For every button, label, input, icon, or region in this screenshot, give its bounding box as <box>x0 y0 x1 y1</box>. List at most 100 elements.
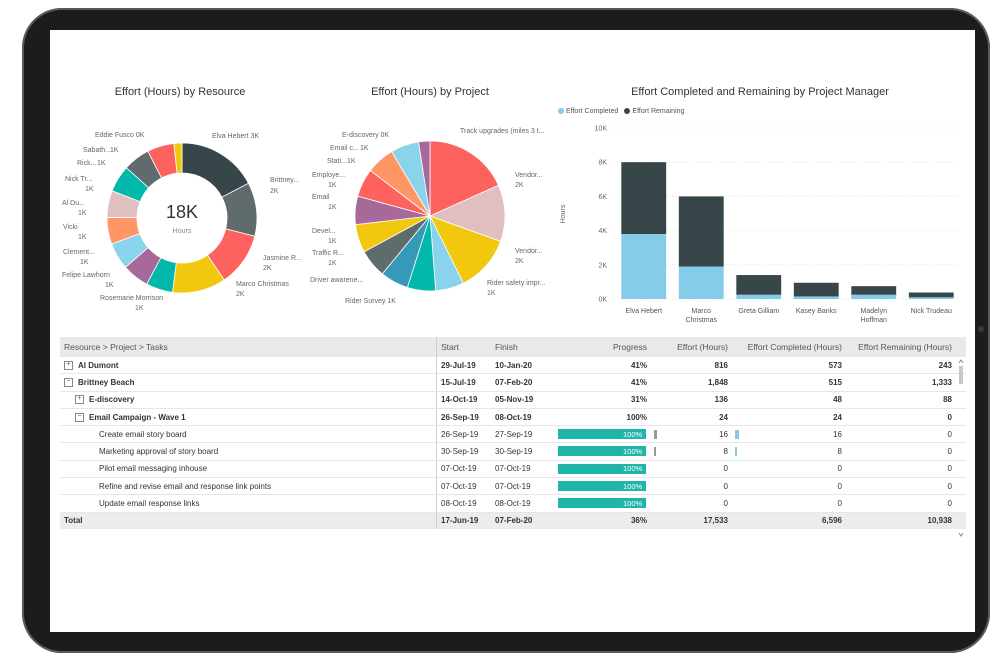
bar-segment[interactable] <box>908 297 954 299</box>
row-finish: 08-Oct-19 <box>495 499 531 509</box>
bar-segment[interactable] <box>678 266 724 299</box>
header-name[interactable]: Resource > Project > Tasks <box>64 342 168 352</box>
header-effort-remaining[interactable]: Effort Remaining (Hours) <box>858 342 952 352</box>
bar-segment[interactable] <box>621 162 667 235</box>
row-start: 14-Oct-19 <box>436 391 496 408</box>
table-row[interactable]: Update email response links 08-Oct-19 08-O… <box>60 495 966 513</box>
resource-donut-chart[interactable]: 18K Hours Eddie Fusco 0K Sabath... 1K Ri… <box>50 115 320 315</box>
table-row[interactable]: + Al Dumont 29-Jul-19 10-Jan-20 41% 816 573 243 <box>60 357 966 375</box>
row-name: + Al Dumont <box>64 357 434 373</box>
donut-label: Elva Hebert 3K <box>212 133 259 140</box>
row-start: 07-Oct-19 <box>436 478 496 495</box>
row-name-text: Refine and revise email and response lin… <box>99 481 272 491</box>
pie-slice[interactable] <box>418 140 431 217</box>
bar-segment[interactable] <box>851 286 897 295</box>
row-effort-remaining: 0 <box>947 447 952 457</box>
donut-label: 1K <box>78 234 87 241</box>
pie-slice[interactable] <box>429 140 499 217</box>
bar-segment[interactable] <box>736 275 782 295</box>
row-effort-completed: 0 <box>837 481 842 491</box>
row-finish: 05-Nov-19 <box>495 395 534 405</box>
row-finish: 27-Sep-19 <box>495 429 533 439</box>
expand-icon[interactable]: + <box>64 360 73 370</box>
expand-icon[interactable]: + <box>75 395 84 405</box>
donut-label: 2K <box>270 188 279 195</box>
table-row[interactable]: + E-discovery 14-Oct-19 05-Nov-19 31% 136 48 88 <box>60 391 966 409</box>
progress-bar <box>558 429 646 440</box>
row-effort-completed: 0 <box>837 499 842 509</box>
x-tick-label: Nick Trudeau <box>911 308 952 315</box>
bar-segment[interactable] <box>908 292 954 298</box>
row-start: 07-Oct-19 <box>436 460 496 478</box>
row-effort-completed: 24 <box>833 412 842 422</box>
row-effort-remaining: 0 <box>947 429 952 439</box>
header-start[interactable]: Start <box>436 337 496 357</box>
pie-label: 1K <box>360 145 369 152</box>
row-effort: 0 <box>723 481 728 491</box>
pie-label: Driver awarene... <box>310 277 363 284</box>
row-name-text: Update email response links <box>99 499 200 509</box>
project-pie-chart[interactable]: E-discovery 0K Email c... 1K Stati... 1K… <box>300 115 560 315</box>
donut-label: Marco Christmas <box>236 281 289 288</box>
x-tick-label: Hoffman <box>861 317 887 324</box>
scroll-thumb[interactable] <box>959 366 963 384</box>
matrix-total-row: Total 17-Jun-19 07-Feb-20 36% 17,533 6,5… <box>60 512 966 529</box>
pie-label: Track upgrades (miles 3 t... <box>460 128 545 135</box>
row-finish: 30-Sep-19 <box>495 447 533 457</box>
task-matrix: Resource > Project > Tasks Start Finish … <box>60 337 966 529</box>
bar-segment[interactable] <box>621 234 667 299</box>
row-name-text: Marketing approval of story board <box>99 447 219 457</box>
table-row[interactable]: − Email Campaign - Wave 1 26-Sep-19 08-Oct-… <box>60 408 966 427</box>
row-effort-completed: 0 <box>837 464 842 474</box>
total-effort-completed: 6,596 <box>821 516 842 526</box>
table-row[interactable]: Refine and revise email and response lin… <box>60 478 966 496</box>
bar-segment[interactable] <box>793 296 839 299</box>
row-progress: 100% <box>626 412 647 422</box>
donut-label: Al Du... <box>62 200 85 207</box>
scroll-up-icon[interactable] <box>958 359 964 364</box>
donut-center-value: 18K <box>166 202 198 222</box>
bar-segment[interactable] <box>793 282 839 297</box>
total-progress: 36% <box>630 516 647 526</box>
pie-label: 2K <box>515 182 524 189</box>
bar-segment[interactable] <box>736 294 782 299</box>
collapse-icon[interactable]: − <box>64 377 73 387</box>
row-start: 15-Jul-19 <box>436 374 496 391</box>
y-tick-label: 10K <box>595 126 608 133</box>
collapse-icon[interactable]: − <box>75 412 84 422</box>
pie-slice[interactable] <box>173 142 183 174</box>
header-effort-completed[interactable]: Effort Completed (Hours) <box>747 342 842 352</box>
pie-label: Vendor... <box>515 172 543 179</box>
pie-label: E-discovery 0K <box>342 132 389 139</box>
header-finish[interactable]: Finish <box>495 342 518 352</box>
bar-segment[interactable] <box>678 196 724 267</box>
scroll-down-icon[interactable] <box>958 532 964 537</box>
row-finish: 08-Oct-19 <box>495 412 532 422</box>
row-effort-completed: 515 <box>828 377 842 387</box>
table-row[interactable]: Pilot email messaging inhouse 07-Oct-19 07… <box>60 460 966 479</box>
legend-remaining-dot-icon <box>624 108 631 115</box>
report-screen: Effort (Hours) by Resource Effort (Hours… <box>50 30 975 632</box>
legend-completed[interactable]: Effort Completed <box>558 108 618 115</box>
table-row[interactable]: Create email story board 26-Sep-19 27-Sep-… <box>60 426 966 444</box>
y-tick-label: 0K <box>598 297 607 304</box>
row-effort-remaining: 0 <box>947 412 952 422</box>
matrix-scrollbar[interactable] <box>958 358 964 538</box>
manager-bar-chart[interactable]: 0K 2K 4K 6K 8K 10K Elva Hebert Marco Christmas G… <box>545 118 970 333</box>
row-progress: 41% <box>630 360 647 370</box>
pie-label: Rider Survey 1K <box>345 298 396 305</box>
y-tick-label: 6K <box>598 194 607 201</box>
bar-segment[interactable] <box>851 294 897 299</box>
header-progress[interactable]: Progress <box>612 342 647 352</box>
x-tick-label: Marco <box>692 308 712 315</box>
total-label: Total <box>64 516 83 526</box>
x-tick-label: Madelyn <box>861 308 888 315</box>
header-effort[interactable]: Effort (Hours) <box>677 342 728 352</box>
table-row[interactable]: Marketing approval of story board 30-Sep-… <box>60 443 966 461</box>
row-start: 26-Sep-19 <box>436 408 496 426</box>
pie-label: 1K <box>328 238 337 245</box>
y-tick-label: 2K <box>598 262 607 269</box>
table-row[interactable]: − Brittney Beach 15-Jul-19 07-Feb-20 41% 1,84… <box>60 374 966 392</box>
legend-remaining[interactable]: Effort Remaining <box>624 108 684 115</box>
row-start: 26-Sep-19 <box>436 426 496 443</box>
